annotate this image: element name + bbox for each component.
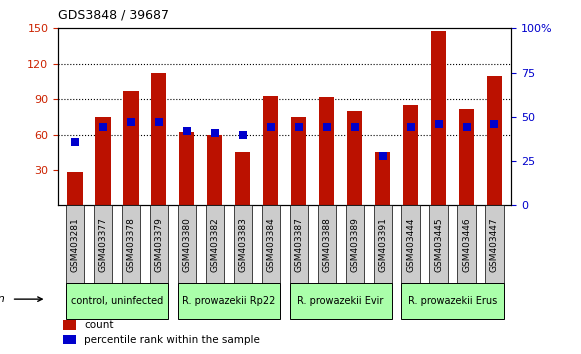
- Point: [294, 125, 303, 130]
- Text: control, uninfected: control, uninfected: [71, 296, 163, 306]
- Bar: [261, 205, 280, 283]
- Bar: [429, 205, 447, 283]
- Text: GSM403379: GSM403379: [155, 217, 163, 272]
- Point: [434, 121, 443, 127]
- Bar: [206, 205, 224, 283]
- Point: [238, 132, 248, 137]
- Bar: [347, 111, 363, 205]
- Bar: [67, 172, 83, 205]
- Bar: [235, 152, 250, 205]
- Point: [378, 153, 388, 159]
- Point: [98, 125, 107, 130]
- Bar: [289, 283, 392, 319]
- Bar: [207, 135, 223, 205]
- Text: R. prowazekii Evir: R. prowazekii Evir: [297, 296, 384, 306]
- Bar: [66, 283, 168, 319]
- Bar: [289, 205, 308, 283]
- Text: GSM403447: GSM403447: [490, 217, 499, 272]
- Text: R. prowazekii Erus: R. prowazekii Erus: [408, 296, 497, 306]
- Bar: [485, 205, 504, 283]
- Text: GSM403281: GSM403281: [70, 217, 80, 272]
- Text: GSM403384: GSM403384: [266, 217, 275, 272]
- Bar: [431, 31, 446, 205]
- Bar: [319, 97, 334, 205]
- Text: GSM403389: GSM403389: [350, 217, 359, 272]
- Bar: [487, 75, 502, 205]
- Text: GDS3848 / 39687: GDS3848 / 39687: [58, 8, 169, 21]
- Text: GSM403446: GSM403446: [462, 217, 471, 272]
- Point: [490, 121, 499, 127]
- Point: [126, 119, 135, 125]
- Text: GSM403380: GSM403380: [182, 217, 191, 272]
- Bar: [123, 91, 138, 205]
- Text: strain: strain: [0, 294, 6, 304]
- Text: GSM403391: GSM403391: [378, 217, 387, 272]
- Text: GSM403387: GSM403387: [294, 217, 303, 272]
- Bar: [150, 205, 168, 283]
- Bar: [401, 205, 419, 283]
- Bar: [66, 205, 84, 283]
- Bar: [318, 205, 336, 283]
- Text: GSM403378: GSM403378: [126, 217, 135, 272]
- Bar: [178, 205, 196, 283]
- Bar: [403, 105, 418, 205]
- Text: GSM403444: GSM403444: [406, 217, 415, 272]
- Point: [210, 130, 220, 136]
- Text: GSM403445: GSM403445: [434, 217, 443, 272]
- Bar: [122, 205, 140, 283]
- Bar: [375, 152, 390, 205]
- Point: [266, 125, 275, 130]
- Point: [322, 125, 331, 130]
- Point: [350, 125, 359, 130]
- Bar: [457, 205, 476, 283]
- Bar: [178, 283, 280, 319]
- Bar: [234, 205, 252, 283]
- Text: GSM403388: GSM403388: [322, 217, 331, 272]
- Bar: [374, 205, 392, 283]
- Text: GSM403383: GSM403383: [238, 217, 248, 272]
- Text: GSM403377: GSM403377: [98, 217, 107, 272]
- Bar: [94, 205, 112, 283]
- Point: [406, 125, 415, 130]
- Bar: [346, 205, 364, 283]
- Point: [182, 128, 191, 134]
- Bar: [401, 283, 504, 319]
- Legend: count, percentile rank within the sample: count, percentile rank within the sample: [63, 320, 260, 345]
- Bar: [151, 73, 167, 205]
- Point: [70, 139, 80, 144]
- Bar: [95, 117, 110, 205]
- Point: [154, 119, 163, 125]
- Bar: [291, 117, 306, 205]
- Text: R. prowazekii Rp22: R. prowazekii Rp22: [182, 296, 275, 306]
- Bar: [263, 96, 278, 205]
- Bar: [459, 109, 474, 205]
- Point: [462, 125, 471, 130]
- Text: GSM403382: GSM403382: [210, 217, 219, 272]
- Bar: [179, 132, 195, 205]
